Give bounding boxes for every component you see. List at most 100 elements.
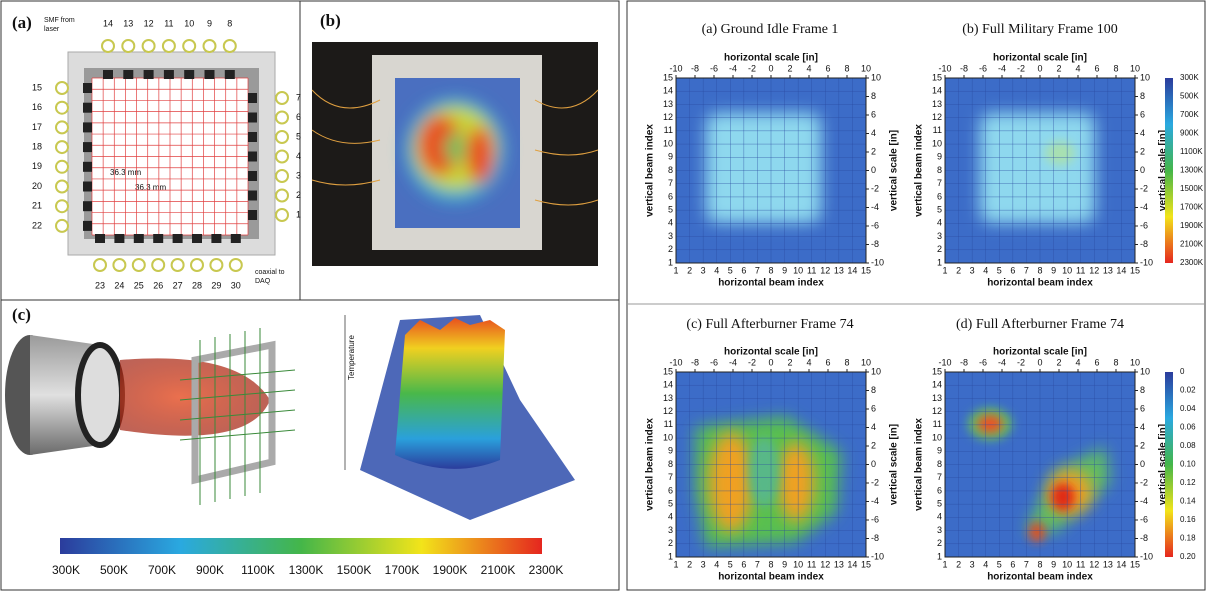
y-tick-label: 13 <box>932 99 942 109</box>
x-tick-label: 5 <box>997 265 1002 275</box>
hot-region <box>980 113 1095 223</box>
y2-tick-label: 2 <box>1140 146 1145 156</box>
y-tick-label: 3 <box>937 231 942 241</box>
x-tick-label: 14 <box>847 559 857 569</box>
y-tick-label: 11 <box>664 419 673 429</box>
fiber-port <box>151 258 166 272</box>
x2-tick-label: 10 <box>1130 63 1140 73</box>
colorbar-label: 0 <box>1180 367 1185 376</box>
x2-tick-label: 2 <box>1056 357 1061 367</box>
x-tick-label: 7 <box>1024 265 1029 275</box>
x-tick-label: 11 <box>1076 265 1085 275</box>
hot-region <box>1045 141 1075 165</box>
port-number: 4 <box>296 151 301 161</box>
x2-tick-label: -4 <box>729 357 737 367</box>
fiber-port <box>275 208 289 222</box>
x-tick-label: 13 <box>1103 559 1113 569</box>
port-number: 20 <box>32 181 42 191</box>
port-number: 29 <box>211 280 221 290</box>
x-tick-label: 15 <box>861 265 871 275</box>
fiber-port <box>182 39 197 53</box>
colorbar-label: 0.10 <box>1180 460 1196 469</box>
x-tick-label: 3 <box>701 265 706 275</box>
y-tick-label: 9 <box>668 446 673 456</box>
x-tick-label: 2 <box>956 265 961 275</box>
x-tick-label: 2 <box>687 265 692 275</box>
dimension: 36.3 mm <box>135 183 166 192</box>
y2-tick-label: 0 <box>871 165 876 175</box>
y2-tick-label: -10 <box>1140 257 1153 267</box>
x-tick-label: 9 <box>1051 265 1056 275</box>
y-tick-label: 12 <box>932 112 942 122</box>
fiber-port <box>228 258 243 272</box>
x-tick-label: 10 <box>1062 559 1072 569</box>
x2-tick-label: -8 <box>691 357 699 367</box>
plot-border <box>944 371 1136 558</box>
fiber-port <box>275 130 289 144</box>
y2-tick-label: 10 <box>1140 366 1150 376</box>
fiber-port <box>275 149 289 164</box>
x-tick-label: 1 <box>942 265 947 275</box>
y-tick-label: 5 <box>937 499 942 509</box>
x-tick-label: 12 <box>1089 265 1099 275</box>
hot-region <box>706 113 821 223</box>
x2-tick-label: -6 <box>979 63 987 73</box>
x2-tick-label: -4 <box>998 63 1006 73</box>
x-tick-label: 4 <box>983 559 988 569</box>
y-tick-label: 10 <box>663 432 673 442</box>
y-tick-label: 8 <box>668 165 673 175</box>
y-tick-label: 3 <box>668 525 673 535</box>
plot-border <box>675 371 867 558</box>
x2-tick-label: -8 <box>960 63 968 73</box>
fiber-port <box>131 258 146 272</box>
y-tick-label: 10 <box>932 432 942 442</box>
connector <box>95 234 105 243</box>
y2-axis-label: vertical scale [in] <box>889 424 900 505</box>
panel-label: (c) <box>12 305 31 324</box>
y-tick-label: 10 <box>663 138 673 148</box>
y-tick-label: 3 <box>937 525 942 535</box>
port-number: 12 <box>144 18 154 28</box>
connector <box>248 171 257 181</box>
y2-tick-label: -8 <box>1140 239 1148 249</box>
panel-title: (d) Full Afterburner Frame 74 <box>956 317 1124 332</box>
x2-tick-label: 8 <box>1113 63 1118 73</box>
colorbar-label: 0.06 <box>1180 423 1196 432</box>
y-axis-label: vertical beam index <box>914 124 925 217</box>
x2-tick-label: -2 <box>1017 63 1025 73</box>
port-number: 24 <box>114 280 124 290</box>
x-axis-label: horizontal beam index <box>718 572 824 583</box>
fiber-port <box>209 258 224 272</box>
fiber-port <box>275 188 289 203</box>
hot-region <box>749 437 779 507</box>
y-tick-label: 15 <box>663 366 673 376</box>
y2-tick-label: -8 <box>871 533 879 543</box>
colorbar-label: 1700K <box>1180 203 1204 212</box>
y2-tick-label: 4 <box>1140 128 1145 138</box>
panel-title: (c) Full Afterburner Frame 74 <box>686 317 853 332</box>
colorbar-label: 0.12 <box>1180 478 1196 487</box>
connector <box>248 93 257 103</box>
colorbar-label: 0.04 <box>1180 404 1196 413</box>
x-tick-label: 2 <box>687 559 692 569</box>
colorbar-label: 0.08 <box>1180 441 1196 450</box>
y-tick-label: 12 <box>663 406 673 416</box>
x-tick-label: 14 <box>847 265 857 275</box>
x-tick-label: 7 <box>755 559 760 569</box>
y2-tick-label: 4 <box>871 128 876 138</box>
y-tick-label: 8 <box>937 165 942 175</box>
y2-tick-label: -2 <box>1140 183 1148 193</box>
port-number: 15 <box>32 82 42 92</box>
y-tick-label: 7 <box>937 472 942 482</box>
x2-tick-label: -8 <box>691 63 699 73</box>
y2-tick-label: 6 <box>871 109 876 119</box>
y2-tick-label: 8 <box>871 91 876 101</box>
fiber-port <box>55 218 69 233</box>
y2-tick-label: -4 <box>871 496 879 506</box>
colorbar-label: 1300K <box>1180 166 1204 175</box>
colorbar-label: 700K <box>148 563 176 577</box>
connector <box>204 70 215 79</box>
y2-tick-label: -4 <box>871 202 879 212</box>
x2-tick-label: -2 <box>1017 357 1025 367</box>
